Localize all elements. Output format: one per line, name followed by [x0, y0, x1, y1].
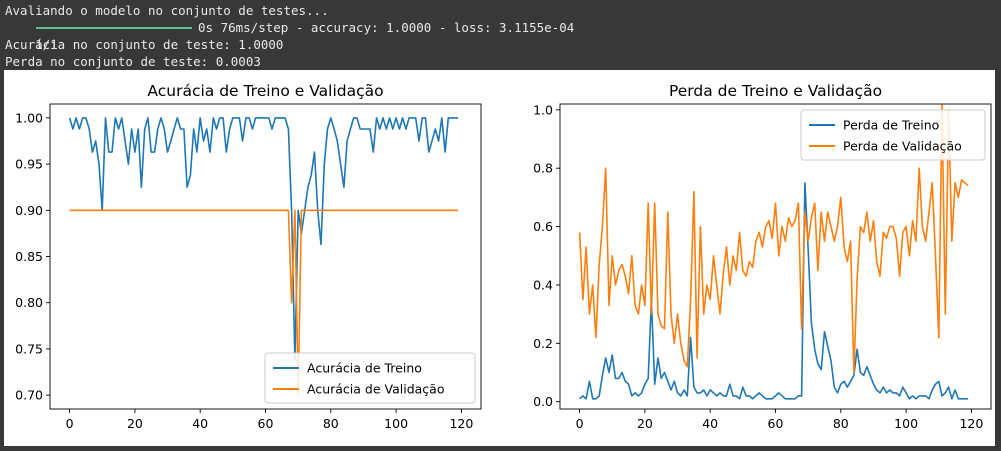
y-tick-label: 0.2 [533, 336, 553, 351]
y-tick-label: 0.70 [15, 388, 43, 403]
legend: Perda de Treino Perda de Validação [800, 109, 986, 161]
legend-label: Acurácia de Validação [307, 382, 444, 397]
x-tick-label: 40 [702, 416, 718, 431]
chart-accuracy: Acurácia de Treino e Validação 0 20 40 60 80 1… [15, 82, 482, 431]
y-tick-label: 0.90 [15, 203, 43, 218]
x-tick-label: 120 [959, 416, 983, 431]
legend-box [800, 109, 986, 161]
x-tick-label: 80 [833, 416, 849, 431]
x-tick-label: 0 [66, 416, 74, 431]
y-tick-label: 0.4 [533, 277, 553, 292]
series-line-acur-cia-de-valida-o [69, 209, 459, 396]
y-tick-label: 0.95 [15, 157, 43, 172]
series-line-perda-de-treino [579, 182, 969, 400]
x-tick-label: 20 [127, 416, 143, 431]
console-line-step: 1/1 [5, 19, 58, 70]
y-tick-label: 0.8 [533, 161, 553, 176]
chart-loss: Perda de Treino e Validação 0 20 40 60 80 100 1… [533, 82, 992, 431]
x-tick-label: 100 [894, 416, 918, 431]
x-tick-label: 60 [258, 416, 274, 431]
y-tick-label: 1.0 [533, 102, 553, 117]
console-step-metrics: 0s 76ms/step - accuracy: 1.0000 - loss: … [198, 20, 575, 35]
legend-box [264, 352, 476, 404]
legend-label: Perda de Treino [843, 118, 939, 133]
legend-label: Perda de Validação [843, 139, 962, 154]
console-line-test-accuracy: Acurácia no conjunto de teste: 1.0000 [5, 37, 284, 52]
x-tick-label: 20 [637, 416, 653, 431]
figure: Acurácia de Treino e Validação 0 20 40 60 80 1… [4, 70, 995, 446]
x-tick-label: 120 [449, 416, 473, 431]
console-output: Avaliando o modelo no conjunto de testes… [0, 0, 1001, 70]
y-tick-label: 0.85 [15, 249, 43, 264]
legend-label: Acurácia de Treino [307, 361, 422, 376]
x-tick-label: 40 [192, 416, 208, 431]
y-tick-label: 0.75 [15, 341, 43, 356]
x-tick-label: 0 [576, 416, 584, 431]
figure-canvas: Acurácia de Treino e Validação 0 20 40 60 80 1… [15, 82, 992, 431]
series-line-perda-de-valida-o [578, 104, 969, 374]
y-tick-label: 0.80 [15, 295, 43, 310]
console-line-evaluating: Avaliando o modelo no conjunto de testes… [5, 3, 329, 18]
y-tick-label: 1.00 [15, 110, 43, 125]
x-tick-label: 80 [323, 416, 339, 431]
series-lines [578, 104, 969, 400]
chart-title: Acurácia de Treino e Validação [147, 82, 383, 100]
x-tick-label: 60 [768, 416, 784, 431]
progress-bar [36, 27, 192, 29]
series-lines [68, 117, 459, 396]
y-tick-label: 0.0 [533, 394, 553, 409]
console-step-count: 1/1 [35, 37, 58, 52]
series-line-acur-cia-de-treino [68, 117, 459, 361]
x-tick-label: 100 [384, 416, 408, 431]
legend: Acurácia de Treino Acurácia de Validação [264, 352, 476, 404]
console-line-test-loss: Perda no conjunto de teste: 0.0003 [5, 54, 261, 69]
chart-title: Perda de Treino e Validação [669, 82, 882, 100]
y-tick-label: 0.6 [533, 219, 553, 234]
